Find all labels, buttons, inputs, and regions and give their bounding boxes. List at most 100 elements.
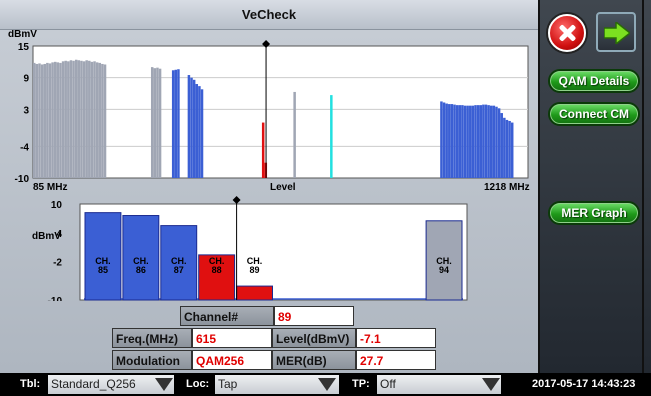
zoom-bar[interactable] xyxy=(425,220,463,301)
spectrum-bar xyxy=(153,68,157,178)
zoom-bar-label: CH. 85 xyxy=(95,256,111,275)
tp-label: TP: xyxy=(352,378,370,390)
spectrum-bar xyxy=(43,63,46,179)
datetime: 2017-05-17 14:43:23 xyxy=(532,378,636,390)
channel-zoom-chart[interactable]: dBmV CH. 85 CH. 86 CH. 87 CH. 88 CH. 89 CH. 94 10 4 -… xyxy=(0,196,538,301)
spectrum-bar xyxy=(466,105,469,178)
spectrum-y-tick: -4 xyxy=(20,142,29,153)
close-button[interactable] xyxy=(548,14,586,52)
spectrum-bar xyxy=(200,89,204,178)
spectrum-x-start: 85 MHz xyxy=(33,182,67,193)
spectrum-bar xyxy=(56,62,60,179)
loc-select[interactable]: Tap xyxy=(215,375,339,394)
spectrum-bar xyxy=(101,63,104,179)
spectrum-bar xyxy=(53,61,57,179)
spectrum-y-tick: 9 xyxy=(23,74,29,85)
spectrum-bar xyxy=(463,105,467,178)
spectrum-bar xyxy=(95,62,99,179)
connect-cm-button[interactable]: Connect CM xyxy=(548,102,640,126)
spectrum-y-tick: 15 xyxy=(18,42,30,53)
spectrum-y-tick: -10 xyxy=(15,174,30,185)
zoom-bar[interactable] xyxy=(160,225,198,301)
spectrum-bar xyxy=(190,77,193,178)
spectrum-bar xyxy=(93,61,96,179)
spectrum-bar xyxy=(474,105,477,178)
sidebar-divider xyxy=(642,0,644,373)
spectrum-bar xyxy=(489,105,493,178)
spectrum-bar xyxy=(484,104,488,178)
spectrum-bar xyxy=(487,105,490,178)
spectrum-bar xyxy=(51,62,54,179)
spectrum-bar xyxy=(505,119,509,178)
zoom-bar-label: CH. 94 xyxy=(436,256,452,275)
spectrum-bar xyxy=(64,60,67,179)
zoom-y-tick: 4 xyxy=(56,229,62,240)
spectrum-marker-diamond[interactable] xyxy=(262,40,271,48)
spectrum-bar xyxy=(38,63,41,179)
mer-graph-button[interactable]: MER Graph xyxy=(548,201,640,225)
tp-select-value: Off xyxy=(380,377,396,391)
spectrum-bar xyxy=(471,105,475,178)
spectrum-bar xyxy=(330,95,333,178)
spectrum-bar xyxy=(198,86,201,178)
spectrum-bar xyxy=(261,122,265,178)
spectrum-bar xyxy=(187,75,191,178)
level-value: -7.1 xyxy=(356,328,436,348)
qam-details-button[interactable]: QAM Details xyxy=(548,69,640,93)
tp-dropdown-icon[interactable] xyxy=(482,378,500,391)
channel-value: 89 xyxy=(274,306,354,326)
spectrum-bar xyxy=(46,62,49,179)
loc-dropdown-icon[interactable] xyxy=(318,378,336,391)
spectrum-bar xyxy=(503,117,506,178)
zoom-bar[interactable] xyxy=(84,212,122,301)
zoom-bar[interactable] xyxy=(236,285,274,301)
next-button[interactable] xyxy=(596,12,636,52)
spectrum-bar xyxy=(77,60,81,179)
zoom-y-unit: dBmV xyxy=(32,231,61,242)
arrow-right-icon xyxy=(604,22,630,44)
mer-value: 27.7 xyxy=(356,350,436,370)
main-area: dBmV 15 9 3 -4 -10 85 MHz Level 1218 MHz dBm… xyxy=(0,30,538,373)
spectrum-bar xyxy=(48,63,52,179)
tbl-label: Tbl: xyxy=(20,378,41,390)
spectrum-bar xyxy=(461,105,464,178)
tbl-dropdown-icon[interactable] xyxy=(155,378,173,391)
mer-label: MER(dB) xyxy=(272,350,356,370)
tp-select[interactable]: Off xyxy=(377,375,501,394)
spectrum-bar xyxy=(192,79,196,178)
spectrum-bar xyxy=(103,64,107,178)
zoom-bar-label: CH. 87 xyxy=(171,256,187,275)
spectrum-bar xyxy=(500,113,503,178)
spectrum-bar xyxy=(158,68,162,178)
spectrum-bar xyxy=(469,105,472,178)
spectrum-bar xyxy=(72,60,75,179)
spectrum-bar xyxy=(80,60,83,179)
spectrum-bar xyxy=(156,67,159,178)
spectrum-bar xyxy=(195,84,199,178)
spectrum-bar xyxy=(98,62,102,179)
spectrum-bar xyxy=(293,91,296,178)
spectrum-bar xyxy=(88,60,91,179)
zoom-bar[interactable] xyxy=(122,215,160,301)
spectrum-bar xyxy=(482,104,485,178)
spectrum-bar xyxy=(82,61,86,179)
zoom-bar[interactable] xyxy=(198,254,236,301)
tbl-select[interactable]: Standard_Q256 xyxy=(48,375,174,394)
zoom-marker-diamond[interactable] xyxy=(232,196,241,204)
spectrum-chart[interactable]: dBmV 15 9 3 -4 -10 85 MHz Level 1218 MHz xyxy=(0,30,538,200)
zoom-y-tick: -2 xyxy=(53,258,62,269)
spectrum-bar xyxy=(508,120,511,178)
spectrum-y-unit: dBmV xyxy=(8,30,37,40)
spectrum-bar xyxy=(442,102,446,178)
spectrum-bar xyxy=(150,67,154,178)
spectrum-x-end: 1218 MHz xyxy=(484,182,530,193)
spectrum-bar xyxy=(59,62,62,179)
modulation-value: QAM256 xyxy=(192,350,272,370)
spectrum-bar xyxy=(492,105,496,178)
spectrum-bar xyxy=(445,103,448,178)
zoom-bar-label: CH. 86 xyxy=(133,256,149,275)
spectrum-bar xyxy=(61,61,65,179)
level-label: Level(dBmV) xyxy=(272,328,356,348)
spectrum-bar xyxy=(74,59,78,179)
